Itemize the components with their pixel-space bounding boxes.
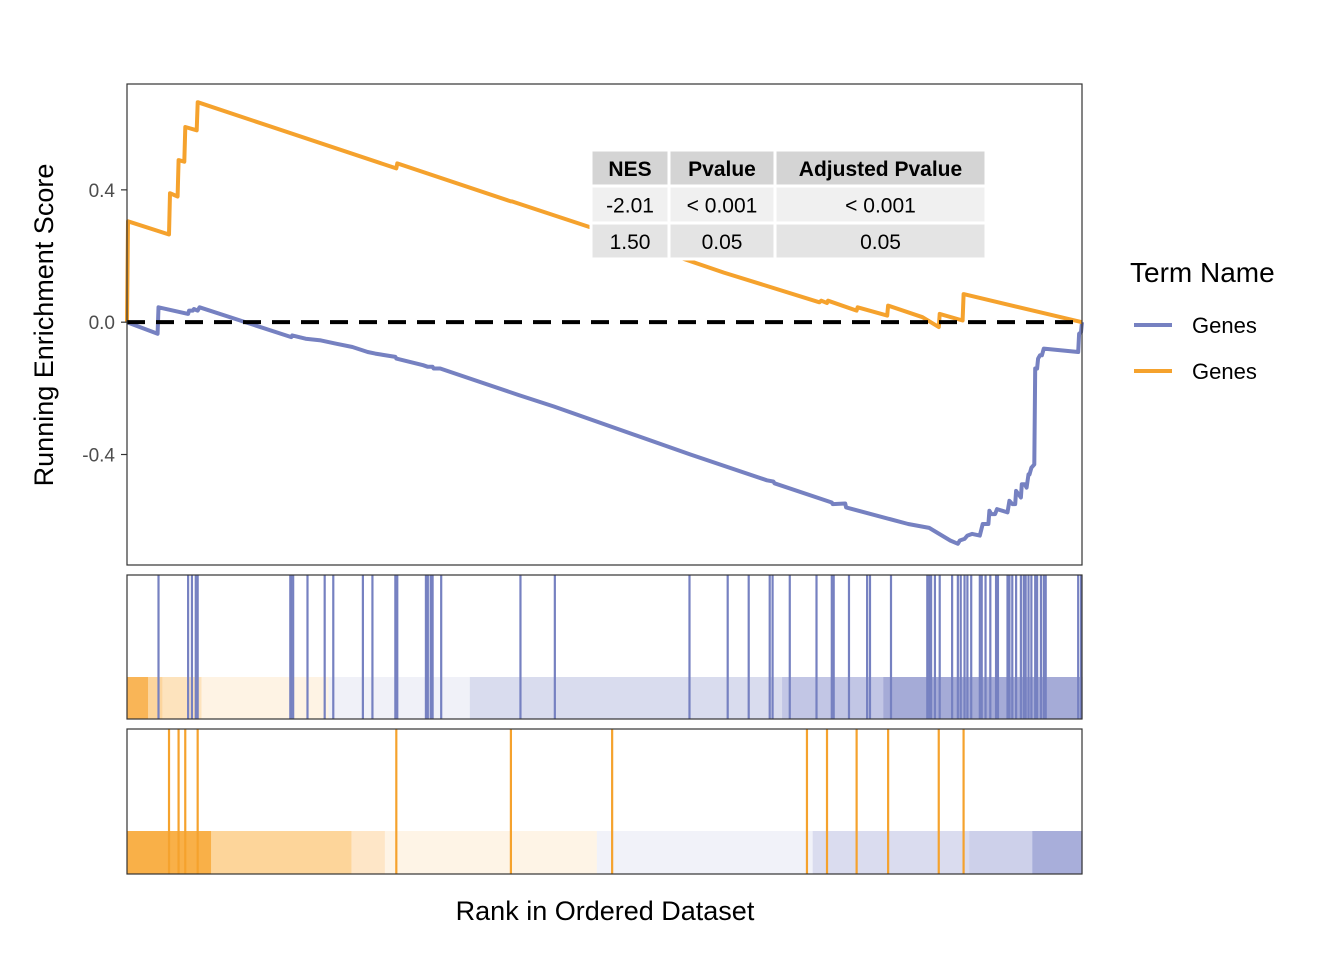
rank-band: [969, 831, 1033, 874]
rank-band: [328, 677, 471, 719]
y-tick-label: 0.0: [89, 313, 115, 334]
hit-panel-2: [126, 728, 1083, 875]
table-cell: 0.05: [702, 231, 743, 254]
y-tick-label: 0.4: [89, 181, 116, 202]
table-header: Adjusted Pvalue: [799, 158, 962, 181]
table-header: Pvalue: [688, 158, 756, 181]
table-header-cell-bg: [589, 148, 671, 188]
hit-track-2: [167, 729, 965, 874]
rank-band: [883, 677, 1083, 719]
rank-band: [211, 831, 353, 874]
hit-panel-1-border: [126, 574, 1083, 720]
table-cell: 0.05: [860, 231, 901, 254]
rank-band: [148, 677, 163, 719]
legend-label: Genes: [1192, 313, 1257, 338]
table-cell: < 0.001: [845, 195, 916, 218]
legend-entries: Genes Genes: [1134, 313, 1257, 384]
legend-title: Term Name: [1130, 257, 1275, 288]
y-axis-title: Running Enrichment Score: [29, 164, 59, 487]
rank-band: [201, 677, 330, 719]
hit-panel-2-border: [126, 728, 1083, 875]
rank-gradient-1: [127, 677, 1083, 719]
table-header-cell-bg: [773, 148, 988, 188]
rank-band: [812, 831, 970, 874]
main-panel: NES Pvalue Adjusted Pvalue -2.01 < 0.001 < 0.…: [29, 83, 1084, 566]
table-cell-bg: [773, 221, 988, 261]
y-tick-label: -0.4: [82, 446, 115, 467]
table-cell: < 0.001: [687, 195, 758, 218]
hit-track-1: [157, 575, 1083, 719]
table-header-cell-bg: [667, 148, 777, 188]
rank-band: [384, 831, 598, 874]
table-cell-bg: [667, 221, 777, 261]
table-header: NES: [608, 158, 651, 181]
table-cell: 1.50: [610, 231, 651, 254]
hit-panel-1: [126, 574, 1083, 720]
rank-band: [1032, 831, 1083, 874]
legend: Term Name Genes Genes: [1130, 257, 1275, 384]
rank-band: [596, 831, 814, 874]
rank-band: [469, 677, 783, 719]
legend-label: Genes: [1192, 359, 1257, 384]
rank-band: [127, 677, 149, 719]
series-line-1: [126, 305, 1084, 546]
x-axis-title: Rank in Ordered Dataset: [456, 896, 755, 926]
table-cell: -2.01: [606, 195, 654, 218]
rank-band: [351, 831, 386, 874]
main-panel-border: [126, 83, 1083, 566]
y-axis: 0.4 0.0 -0.4: [82, 181, 127, 467]
stats-table: NES Pvalue Adjusted Pvalue -2.01 < 0.001 < 0.…: [589, 148, 988, 261]
